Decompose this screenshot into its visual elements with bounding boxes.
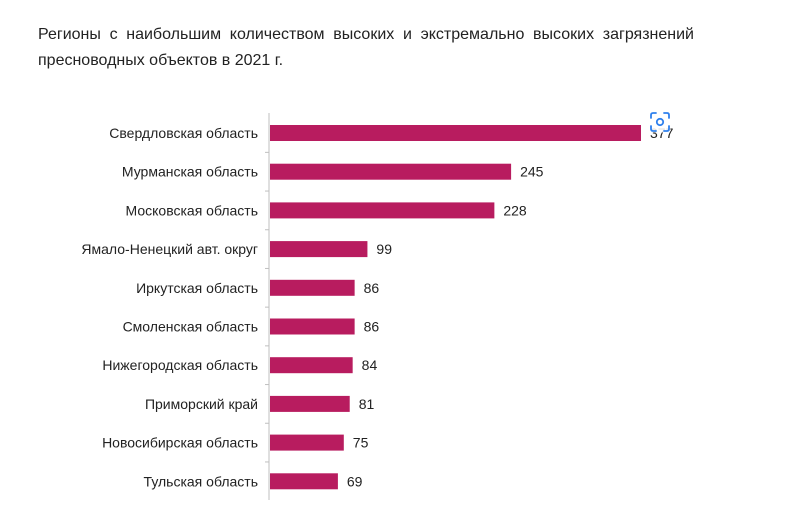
value-label: 75: [353, 435, 369, 451]
bar: [270, 163, 512, 180]
chart-title: Регионы с наибольшим количеством высоких…: [38, 26, 694, 69]
value-label: 81: [359, 396, 375, 412]
category-label: Мурманская область: [122, 164, 258, 180]
bar: [270, 202, 495, 219]
value-label: 245: [520, 164, 544, 180]
value-label: 86: [364, 319, 380, 335]
bar: [270, 279, 355, 296]
value-label: 86: [364, 280, 380, 296]
bar: [270, 318, 355, 335]
value-label: 69: [347, 473, 363, 489]
bar: [270, 125, 641, 141]
category-label: Приморский край: [145, 396, 258, 412]
bar: [270, 357, 353, 374]
category-label: Свердловская область: [109, 125, 258, 141]
bar: [270, 395, 350, 412]
value-label: 99: [376, 241, 392, 257]
bar: [270, 241, 368, 258]
category-label: Ямало-Ненецкий авт. округ: [81, 241, 258, 257]
value-label: 84: [362, 357, 378, 373]
category-label: Новосибирская область: [102, 435, 258, 451]
bar: [270, 434, 344, 451]
category-label: Иркутская область: [136, 280, 258, 296]
bar: [270, 473, 338, 490]
category-label: Тульская область: [144, 473, 258, 489]
category-label: Московская область: [126, 202, 258, 218]
scan-icon[interactable]: [649, 111, 671, 133]
category-label: Смоленская область: [123, 319, 258, 335]
category-label: Нижегородская область: [102, 357, 258, 373]
value-label: 228: [503, 202, 527, 218]
